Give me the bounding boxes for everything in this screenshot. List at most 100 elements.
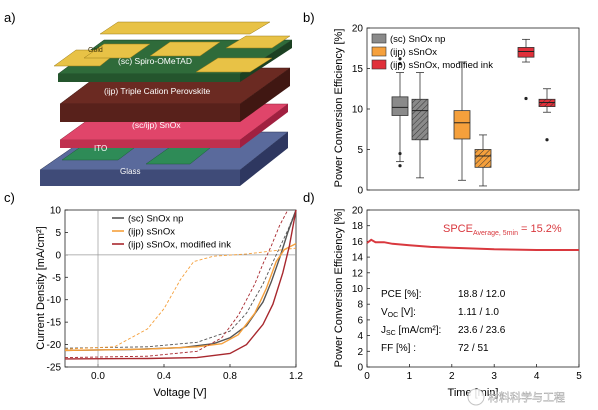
b-legend-label: (ijp) sSnOx <box>390 47 437 58</box>
c-xtick-label: 0.8 <box>223 371 237 382</box>
panel-b-ylabel: Power Conversion Efficiency [%] <box>333 29 345 188</box>
glass-layer-front <box>40 170 240 186</box>
param-jsc-label: JSC [mA/cm²]: <box>381 325 441 337</box>
etl-layer-front <box>60 140 240 148</box>
box-2 <box>411 72 429 179</box>
d-xtick-label: 2 <box>449 371 455 382</box>
glass-label: Glass <box>120 167 140 176</box>
panel-b: b) Power Conversion Efficiency [%] 0 5 10 1… <box>303 10 580 197</box>
panel-c-label: c) <box>4 190 15 205</box>
panel-c-lines <box>64 209 297 360</box>
etl-label: (sc/ijp) SnOx <box>132 120 181 130</box>
etl-layer-side <box>240 104 288 148</box>
box-1 <box>391 57 409 168</box>
d-xtick-label: 5 <box>576 371 582 382</box>
param-voc-sub: OC <box>388 312 399 319</box>
param-pce-value: 18.8 / 12.0 <box>458 289 506 300</box>
box-hatch <box>475 149 491 168</box>
b-legend-swatch <box>371 59 387 70</box>
panel-a: a) Gold (sc) Spiro-OMeTAD (ijp) Triple C… <box>4 10 293 186</box>
panel-d-lines <box>366 238 579 251</box>
jv-curve-4 <box>64 247 297 350</box>
box-body <box>517 47 535 58</box>
panel-b-label: b) <box>303 10 315 25</box>
b-ytick-label: 10 <box>352 105 364 116</box>
spce-annotation: SPCEAverage, 5min = 15.2% <box>443 223 562 237</box>
d-ytick-label: 12 <box>352 268 364 279</box>
watermark-logo-icon <box>467 388 485 406</box>
box-hatch <box>412 99 428 140</box>
b-ytick-label: 20 <box>352 24 364 35</box>
d-ytick-label: 14 <box>352 253 364 264</box>
jv-curve-2 <box>64 209 297 349</box>
b-legend-label: (sc) SnOx np <box>390 34 445 45</box>
pv-params: PCE [%]: 18.8 / 12.0 VOC [V]: 1.11 / 1.0… <box>381 289 506 354</box>
panel-c-legend: (sc) SnOx np (ijp) sSnOx (ijp) sSnOx, modi… <box>112 214 231 251</box>
d-ytick-label: 8 <box>357 300 363 311</box>
param-voc-value: 1.11 / 1.0 <box>458 307 499 318</box>
htl-label: (sc) Spiro-OMeTAD <box>118 56 192 66</box>
c-xtick-label: 1.2 <box>289 371 303 382</box>
d-ytick-label: 18 <box>352 221 364 232</box>
d-ytick-label: 16 <box>352 237 364 248</box>
b-ytick-label: 15 <box>352 64 364 75</box>
panel-a-label: a) <box>4 10 16 25</box>
c-ytick-label: 10 <box>50 206 62 217</box>
box-outlier <box>398 57 402 61</box>
panel-c-frame <box>64 209 297 368</box>
d-ytick-label: 4 <box>357 331 363 342</box>
param-pce-label: PCE [%]: <box>381 289 422 300</box>
gold-contact-2 <box>99 21 271 35</box>
glass-layer-side <box>240 132 288 186</box>
d-xtick-label: 0 <box>364 371 370 382</box>
panel-d-label: d) <box>303 190 315 205</box>
c-legend-label: (sc) SnOx np <box>128 214 183 225</box>
c-legend-label: (ijp) sSnOx <box>128 227 175 238</box>
box-outlier <box>398 151 402 156</box>
jv-curve-3 <box>64 242 297 352</box>
jv-curve-5 <box>64 209 297 360</box>
watermark-text: 材料科学与工程 <box>488 390 565 404</box>
c-legend-label: (ijp) sSnOx, modified ink <box>128 240 231 251</box>
panel-d-ylabel: Power Conversion Efficiency [%] <box>333 209 345 368</box>
d-xtick-label: 1 <box>407 371 413 382</box>
b-legend-swatch <box>371 46 387 57</box>
gold-contact-4 <box>149 41 221 57</box>
box-5 <box>517 38 535 101</box>
param-jsc-value: 23.6 / 23.6 <box>458 325 506 336</box>
box-outlier <box>398 62 402 66</box>
spce-annotation-sub: Average, 5min <box>473 230 518 237</box>
panel-c-ticks: -25 -20 -15 -10 -5 0 5 10 0.0 0.4 0.8 1.2 <box>47 206 304 383</box>
box-outlier <box>398 164 402 168</box>
c-ytick-label: -10 <box>47 295 62 306</box>
gold-contact-3 <box>83 43 151 59</box>
c-ytick-label: -15 <box>47 318 62 329</box>
panel-b-boxes <box>391 38 556 187</box>
c-ytick-label: -20 <box>47 340 62 351</box>
box-3 <box>453 61 471 181</box>
panel-c-ylabel: Current Density [mA/cm²] <box>35 226 47 349</box>
box-body <box>453 110 471 140</box>
d-xtick-label: 4 <box>534 371 540 382</box>
htl-layer-front <box>58 74 240 82</box>
perovskite-label: (ijp) Triple Cation Perovskite <box>104 86 211 96</box>
ito-label: ITO <box>94 144 107 153</box>
box-body <box>391 96 409 116</box>
param-voc-unit: [V]: <box>398 307 416 318</box>
panel-b-legend: (sc) SnOx np (ijp) sSnOx (ijp) sSnOx, modi… <box>371 33 493 71</box>
spce-annotation-main: SPCE <box>443 223 473 235</box>
param-voc-label: VOC [V]: <box>381 307 416 319</box>
perovskite-layer-side <box>240 68 290 122</box>
c-ytick-label: 5 <box>55 228 61 239</box>
param-voc-symbol: V <box>381 307 388 318</box>
box-outlier <box>545 138 549 142</box>
c-ytick-label: -25 <box>47 363 62 374</box>
c-ytick-label: -5 <box>52 273 61 284</box>
b-ytick-label: 0 <box>357 186 363 197</box>
box-4 <box>474 134 492 187</box>
param-ff-label: FF [%] : <box>381 343 416 354</box>
b-legend-label: (ijp) sSnOx, modified ink <box>390 60 493 71</box>
param-ff-value: 72 / 51 <box>458 343 489 354</box>
